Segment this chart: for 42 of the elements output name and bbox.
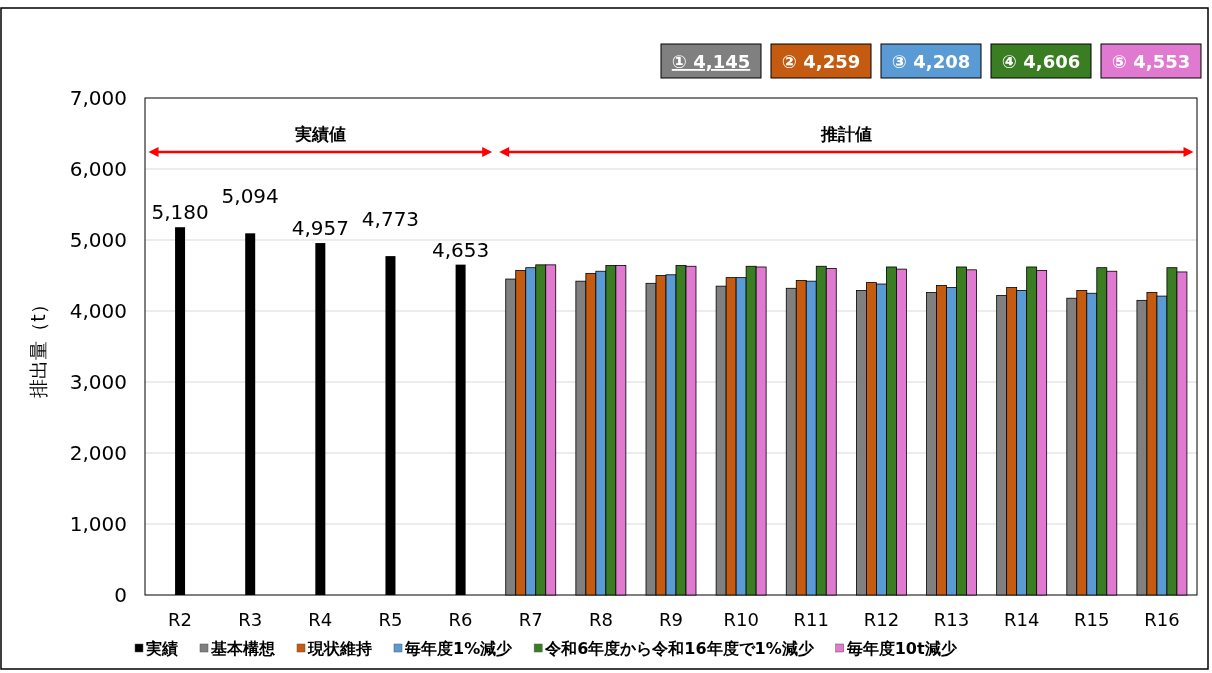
data-label: 4,773 bbox=[361, 207, 420, 232]
legend-label: 毎年度10t減少 bbox=[845, 639, 958, 658]
x-tick-label: R5 bbox=[378, 609, 403, 630]
x-tick-label: R12 bbox=[863, 609, 900, 630]
text: ③ 4,208 bbox=[891, 51, 971, 72]
x-tick-label: R2 bbox=[168, 609, 193, 630]
annotation: 実績値 bbox=[293, 124, 346, 144]
y-tick-label: 2,000 bbox=[69, 441, 127, 465]
x-tick-label: R6 bbox=[448, 609, 473, 630]
x-tick-label: R10 bbox=[723, 609, 759, 630]
legend-label: 令和6年度から令和16年度で1%減少 bbox=[544, 639, 815, 658]
y-tick-label: 4,000 bbox=[69, 299, 127, 323]
x-tick-label: R4 bbox=[308, 609, 333, 630]
legend-label: 基本構想 bbox=[210, 639, 276, 658]
data-label: 4,653 bbox=[431, 237, 490, 262]
y-axis-title: 排出量（t） bbox=[27, 295, 49, 398]
annotation: 推計値 bbox=[819, 124, 872, 144]
x-tick-label: R7 bbox=[518, 609, 543, 630]
x-tick-label: R9 bbox=[659, 609, 683, 630]
y-tick-label: 0 bbox=[114, 583, 127, 607]
text: ① 4,145 bbox=[671, 51, 751, 72]
text: ④ 4,606 bbox=[1001, 51, 1081, 72]
y-tick-label: 3,000 bbox=[69, 370, 127, 394]
x-tick-label: R13 bbox=[933, 609, 970, 630]
data-label: 5,180 bbox=[151, 200, 209, 225]
legend-label: 現状維持 bbox=[307, 639, 372, 658]
y-tick-label: 7,000 bbox=[69, 86, 127, 110]
x-tick-label: R3 bbox=[238, 609, 263, 630]
x-tick-label: R15 bbox=[1074, 609, 1110, 630]
y-tick-label: 6,000 bbox=[69, 157, 127, 181]
x-tick-label: R14 bbox=[1003, 609, 1040, 630]
y-tick-label: 1,000 bbox=[69, 512, 127, 536]
x-tick-label: R11 bbox=[793, 609, 829, 630]
text: ② 4,259 bbox=[781, 51, 861, 72]
x-tick-label: R8 bbox=[588, 609, 613, 630]
legend-label: 毎年度1%減少 bbox=[404, 639, 514, 658]
y-tick-label: 5,000 bbox=[69, 228, 127, 252]
x-tick-label: R16 bbox=[1144, 609, 1180, 630]
data-label: 4,957 bbox=[291, 216, 349, 241]
legend-label: 実績 bbox=[145, 639, 178, 658]
data-label: 5,094 bbox=[221, 184, 279, 209]
text: ⑤ 4,553 bbox=[1111, 51, 1191, 72]
